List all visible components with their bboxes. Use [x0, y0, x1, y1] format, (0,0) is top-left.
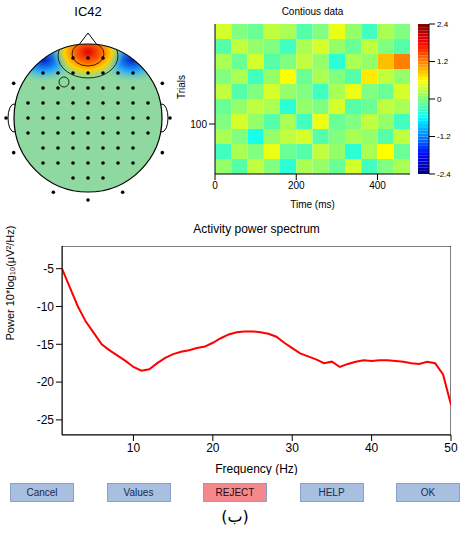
svg-text:400: 400	[369, 180, 386, 191]
svg-text:-10: -10	[37, 300, 55, 314]
html-text:HELP: HELP	[318, 487, 345, 498]
svg-text:Frequency (Hz): Frequency (Hz)	[215, 462, 298, 475]
svg-text:0: 0	[212, 180, 218, 191]
svg-text:Trials: Trials	[176, 75, 187, 99]
html-text:Activity power spectrum: Activity power spectrum	[193, 222, 320, 236]
svg-text:-5: -5	[43, 262, 54, 276]
svg-text:1.2: 1.2	[437, 57, 449, 66]
html-text:REJECT: REJECT	[215, 487, 255, 498]
svg-text:Power 10*log₁₀(μV²/Hz): Power 10*log₁₀(μV²/Hz)	[4, 226, 16, 341]
svg-text:-2.4: -2.4	[437, 170, 451, 179]
html-text:Contious data: Contious data	[281, 6, 344, 17]
svg-text:2.4: 2.4	[437, 20, 449, 29]
svg-text:200: 200	[288, 180, 305, 191]
svg-text:-20: -20	[37, 375, 55, 389]
svg-text:-15: -15	[37, 338, 55, 352]
svg-text:10: 10	[127, 441, 141, 455]
svg-text:30: 30	[286, 441, 300, 455]
html-text:OK: OK	[420, 487, 436, 498]
html-text:Values: Values	[123, 487, 154, 498]
html-text:Cancel: Cancel	[26, 487, 58, 498]
svg-text:-1.2: -1.2	[437, 132, 451, 141]
svg-text:20: 20	[206, 441, 220, 455]
svg-text:0: 0	[437, 95, 442, 104]
svg-text:100: 100	[190, 119, 207, 130]
html-text:(ب): (ب)	[221, 507, 249, 526]
svg-text:IC42: IC42	[74, 4, 101, 19]
svg-text:50: 50	[444, 441, 458, 455]
svg-text:-25: -25	[37, 413, 55, 427]
svg-text:Time (ms): Time (ms)	[290, 199, 335, 210]
svg-text:40: 40	[365, 441, 379, 455]
